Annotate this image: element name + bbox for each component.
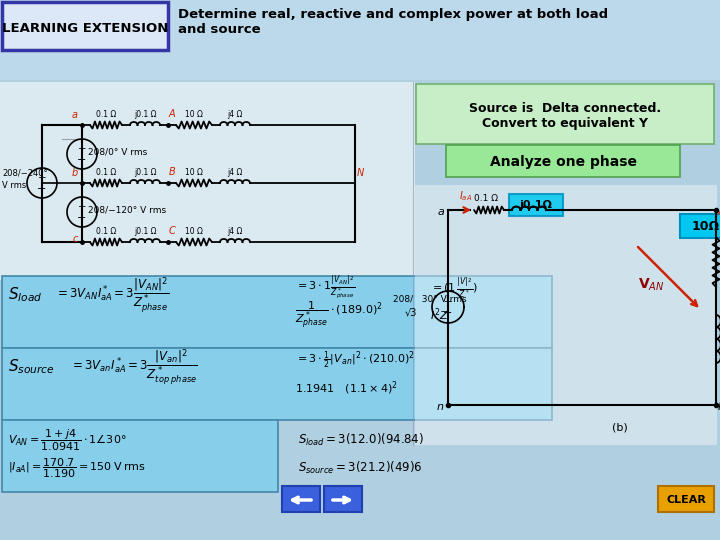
Text: $1.1941 \quad (1.1\times4)^2$: $1.1941 \quad (1.1\times4)^2$ — [295, 379, 398, 397]
Text: n: n — [437, 402, 444, 412]
Text: 0.1 Ω: 0.1 Ω — [96, 110, 116, 119]
Text: +: + — [78, 202, 86, 212]
Text: Analyze one phase: Analyze one phase — [490, 155, 636, 169]
Text: Determine real, reactive and complex power at both load
and source: Determine real, reactive and complex pow… — [178, 8, 608, 36]
Text: 0.1 Ω: 0.1 Ω — [474, 194, 498, 203]
Text: 0.1 Ω: 0.1 Ω — [96, 227, 116, 236]
Text: $I^2 Z$: $I^2 Z$ — [430, 307, 449, 323]
FancyBboxPatch shape — [509, 194, 563, 216]
Text: $= 3V_{AN}I^*_{aA} = 3\dfrac{|V_{AN}|^2}{Z^*_{phase}}$: $= 3V_{AN}I^*_{aA} = 3\dfrac{|V_{AN}|^2}… — [55, 275, 169, 315]
Text: j0.1 Ω: j0.1 Ω — [134, 168, 156, 177]
Text: N: N — [718, 402, 720, 412]
Text: −: − — [77, 213, 86, 223]
Text: j4 Ω: j4 Ω — [228, 168, 243, 177]
Text: j0.1 Ω: j0.1 Ω — [134, 110, 156, 119]
Text: +: + — [37, 173, 46, 183]
Text: $\dfrac{1}{Z^*_{phase}} \cdot (189.0)^2$: $\dfrac{1}{Z^*_{phase}} \cdot (189.0)^2$ — [295, 300, 383, 330]
Text: $V_{AN} = \dfrac{1+j4}{1.0941} \cdot 1\angle 30°$: $V_{AN} = \dfrac{1+j4}{1.0941} \cdot 1\a… — [8, 427, 127, 453]
FancyBboxPatch shape — [0, 0, 720, 80]
FancyBboxPatch shape — [416, 84, 714, 144]
Text: N: N — [357, 168, 364, 178]
Text: B: B — [169, 167, 176, 177]
Text: V rms: V rms — [2, 180, 26, 190]
FancyBboxPatch shape — [2, 276, 552, 348]
Text: Source is  Delta connected.
Convert to equivalent Y: Source is Delta connected. Convert to eq… — [469, 102, 661, 130]
Text: 208/0° V rms: 208/0° V rms — [88, 147, 148, 157]
FancyBboxPatch shape — [0, 82, 415, 280]
Text: C: C — [169, 226, 176, 236]
FancyBboxPatch shape — [2, 2, 168, 50]
Text: c: c — [73, 234, 78, 244]
FancyBboxPatch shape — [446, 145, 680, 177]
Text: j0.1Ω: j0.1Ω — [520, 200, 552, 210]
Text: $|I_{aA}| = \dfrac{170.7}{1.190} = 150\;\mathrm{V\,rms}$: $|I_{aA}| = \dfrac{170.7}{1.190} = 150\;… — [8, 456, 146, 480]
Text: (b): (b) — [612, 422, 628, 432]
Text: $S_{source}$: $S_{source}$ — [8, 357, 55, 376]
Text: 0.1 Ω: 0.1 Ω — [96, 168, 116, 177]
Text: 208/−240°: 208/−240° — [2, 168, 48, 178]
FancyBboxPatch shape — [415, 185, 717, 445]
FancyBboxPatch shape — [658, 486, 714, 512]
FancyBboxPatch shape — [680, 214, 720, 238]
Text: j4 Ω: j4 Ω — [228, 110, 243, 119]
Text: 10 Ω: 10 Ω — [185, 110, 203, 119]
Text: 10 Ω: 10 Ω — [185, 227, 203, 236]
Text: +: + — [444, 297, 452, 307]
Text: a: a — [437, 207, 444, 217]
Text: $= 3 \cdot \frac{1}{2}|V_{an}|^2 \cdot (210.0)^2$: $= 3 \cdot \frac{1}{2}|V_{an}|^2 \cdot (… — [295, 349, 415, 371]
Text: $S_{source} = 3(21.2)(49)6$: $S_{source} = 3(21.2)(49)6$ — [298, 460, 423, 476]
Text: j4 Ω: j4 Ω — [228, 227, 243, 236]
Text: $S_{load} = 3(12.0)(94.84)$: $S_{load} = 3(12.0)(94.84)$ — [298, 432, 424, 448]
Text: A: A — [718, 207, 720, 217]
Text: j0.1 Ω: j0.1 Ω — [134, 227, 156, 236]
Text: 208/−120° V rms: 208/−120° V rms — [88, 206, 166, 214]
FancyBboxPatch shape — [324, 486, 362, 512]
Text: $= 3V_{an}I^*_{aA} = 3\dfrac{|V_{an}|^2}{Z^*_{top\;phase}}$: $= 3V_{an}I^*_{aA} = 3\dfrac{|V_{an}|^2}… — [70, 347, 198, 387]
Text: A: A — [169, 109, 176, 119]
Text: 10 Ω: 10 Ω — [185, 168, 203, 177]
Text: $= (1\,\frac{|V|^2}{Z^*})$: $= (1\,\frac{|V|^2}{Z^*})$ — [430, 276, 478, 300]
Text: −: − — [444, 308, 453, 318]
Text: √3: √3 — [405, 307, 418, 317]
Text: −: − — [77, 155, 86, 165]
Text: 208/   30° V rms: 208/ 30° V rms — [393, 294, 467, 303]
Text: $S_{load}$: $S_{load}$ — [8, 286, 42, 305]
Text: b: b — [72, 168, 78, 178]
Text: LEARNING EXTENSION: LEARNING EXTENSION — [2, 22, 168, 35]
FancyBboxPatch shape — [2, 348, 552, 420]
Text: 10Ω: 10Ω — [692, 220, 720, 233]
Text: $I_{aA}$: $I_{aA}$ — [459, 189, 472, 203]
Text: $\mathbf{V}_{AN}$: $\mathbf{V}_{AN}$ — [638, 277, 665, 293]
Text: CLEAR: CLEAR — [666, 495, 706, 505]
FancyBboxPatch shape — [282, 486, 320, 512]
Text: −: − — [37, 184, 47, 194]
Text: a: a — [72, 110, 78, 120]
Text: $= 3 \cdot 1\frac{|V_{AN}|^2}{Z^*_{phase}}$: $= 3 \cdot 1\frac{|V_{AN}|^2}{Z^*_{phase… — [295, 275, 355, 301]
FancyBboxPatch shape — [2, 420, 278, 492]
Text: +: + — [78, 144, 86, 154]
